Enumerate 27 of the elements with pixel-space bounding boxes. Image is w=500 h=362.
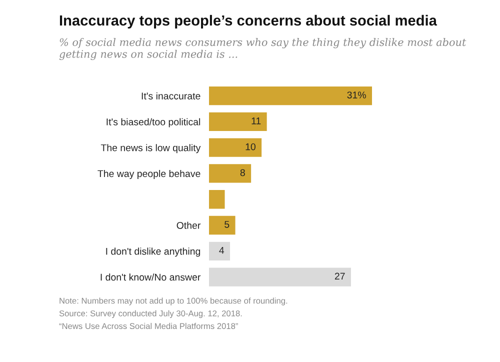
bar xyxy=(209,242,230,260)
y-tick-label: The way people behave xyxy=(98,170,200,180)
source-note: Source: Survey conducted July 30-Aug. 12, 2018. xyxy=(59,310,242,318)
y-tick-label: I don't dislike anything xyxy=(106,248,200,257)
text: Note: Numbers may not add up to 100% because of rounding. xyxy=(60,298,288,306)
y-tick-label: It's biased/too political xyxy=(106,118,200,128)
y-tick-label: The news is low quality xyxy=(100,144,201,154)
bar xyxy=(209,216,236,235)
y-tick-label: It's inaccurate xyxy=(142,92,200,100)
bar xyxy=(209,164,252,183)
chart-title: Inaccuracy tops people’s concerns about social media xyxy=(60,14,438,29)
data-label: 5 xyxy=(224,221,230,228)
data-label: 27 xyxy=(334,272,345,280)
bar xyxy=(209,112,267,132)
y-tick-label: I don't know/No answer xyxy=(100,274,201,281)
bar xyxy=(209,190,225,209)
text: “News Use Across Social Media Platforms 2018” xyxy=(59,322,238,330)
bar xyxy=(209,268,351,286)
data-label: 8 xyxy=(240,169,245,176)
data-label: 4 xyxy=(219,246,224,254)
bar xyxy=(209,86,372,106)
chart-subtitle: % of social media news consumers who say the thing they dislike most about getting news on social media is ... xyxy=(59,38,466,60)
data-label: 11 xyxy=(252,118,261,124)
data-label: 10 xyxy=(246,143,256,150)
y-tick-label: Other xyxy=(176,222,201,229)
bar xyxy=(209,138,262,157)
data-label: 31% xyxy=(347,92,366,98)
